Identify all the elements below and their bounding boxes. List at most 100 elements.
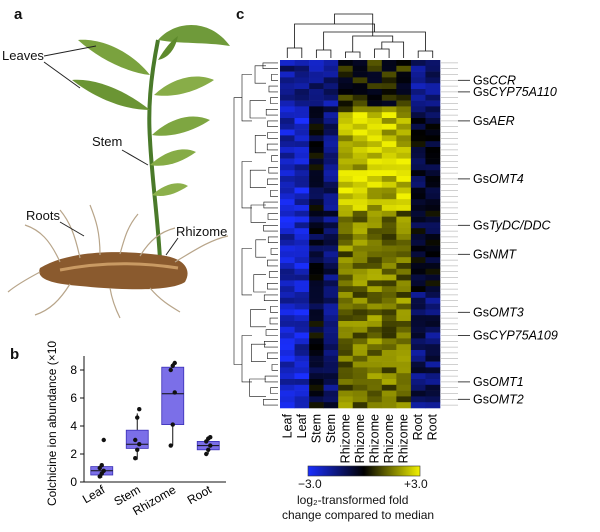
heatmap-cell	[410, 379, 426, 386]
heatmap-cell	[425, 367, 441, 374]
heatmap-cell	[280, 373, 295, 380]
heatmap-cell	[294, 315, 310, 322]
heatmap-cell	[352, 147, 368, 154]
heatmap-cell	[410, 326, 426, 333]
col-dendro-branch	[334, 13, 374, 36]
heatmap-cell	[352, 245, 368, 252]
heatmap-cell	[323, 257, 339, 264]
heatmap-cell	[323, 303, 339, 310]
heatmap-cell	[323, 315, 339, 322]
heatmap-cell	[294, 77, 310, 84]
heatmap-cell	[323, 338, 339, 345]
heatmap-cell	[367, 83, 383, 90]
heatmap-cell	[323, 187, 339, 194]
heatmap-cell	[425, 251, 441, 258]
heatmap-cell	[367, 158, 383, 165]
heatmap-cell	[425, 257, 441, 264]
data-point	[208, 443, 213, 448]
heatmap-cell	[410, 77, 426, 84]
heatmap-cell	[323, 292, 339, 299]
heatmap-cell	[294, 245, 310, 252]
heatmap-cell	[294, 60, 310, 67]
heatmap-cell	[396, 321, 412, 328]
heatmap-cell	[425, 158, 441, 165]
heatmap-cell	[396, 205, 412, 212]
heatmap-cell	[381, 384, 397, 391]
heatmap-cell	[338, 164, 354, 171]
heatmap-cell	[309, 181, 324, 188]
y-axis-label: Colchicine ion abundance (×10⁵)	[45, 340, 59, 506]
heatmap-cell	[410, 89, 426, 96]
heatmap-cell	[381, 94, 397, 101]
heatmap-cell	[410, 187, 426, 194]
heatmap-cell	[309, 176, 324, 183]
data-point	[172, 390, 177, 395]
column-label: Root	[411, 413, 425, 440]
heatmap-cell	[323, 379, 339, 386]
row-dendro-branch	[254, 65, 266, 84]
leaf-6	[150, 149, 196, 166]
heatmap-cell	[381, 176, 397, 183]
heatmap-cell	[352, 222, 368, 229]
heatmap-cell	[280, 83, 295, 90]
heatmap-cell	[425, 71, 441, 78]
heatmap-cell	[425, 94, 441, 101]
heatmap-cell	[396, 199, 412, 206]
heatmap-cell	[309, 326, 324, 333]
heatmap-cell	[396, 402, 412, 409]
heatmap-cell	[425, 315, 441, 322]
data-point	[208, 435, 213, 440]
heatmap-cell	[410, 355, 426, 362]
heatmap-cell	[410, 396, 426, 403]
heatmap-cell	[381, 344, 397, 351]
heatmap-cell	[425, 338, 441, 345]
heatmap-cell	[294, 199, 310, 206]
heatmap-cell	[410, 292, 426, 299]
heatmap-cell	[381, 321, 397, 328]
data-point	[172, 360, 177, 366]
heatmap-cell	[323, 152, 339, 159]
heatmap-cell	[381, 112, 397, 119]
heatmap-cell	[396, 350, 412, 357]
heatmap-cell	[294, 350, 310, 357]
heatmap-cell	[280, 303, 295, 310]
leaf-5	[152, 116, 210, 136]
heatmap-cell	[294, 326, 310, 333]
heatmap-cell	[367, 147, 383, 154]
heatmap-cell	[280, 355, 295, 362]
heatmap-cell	[396, 129, 412, 136]
heatmap-cell	[338, 205, 354, 212]
heatmap-cell	[309, 390, 324, 397]
heatmap-cell	[425, 361, 441, 368]
column-label: Stem	[324, 414, 338, 443]
heatmap-cell	[410, 373, 426, 380]
heatmap-cell	[338, 147, 354, 154]
heatmap-cell	[338, 355, 354, 362]
heatmap-cell	[352, 286, 368, 293]
heatmap-cell	[352, 257, 368, 264]
heatmap-cell	[396, 123, 412, 130]
heatmap-cell	[309, 71, 324, 78]
rhizome-shape	[39, 252, 188, 290]
heatmap-cell	[396, 332, 412, 339]
heatmap-cell	[280, 297, 295, 304]
col-dendro-branch	[417, 50, 434, 58]
heatmap-cell	[280, 396, 295, 403]
heatmap-cell	[352, 292, 368, 299]
row-dendro-branch	[241, 335, 252, 383]
heatmap-cell	[367, 280, 383, 287]
heatmap-cell	[280, 147, 295, 154]
heatmap-cell	[425, 332, 441, 339]
heatmap-cell	[410, 350, 426, 357]
heatmap-cell	[367, 94, 383, 101]
heatmap-cell	[381, 187, 397, 194]
box-rhizome	[161, 360, 185, 448]
heatmap-cell	[352, 135, 368, 142]
heatmap-cell	[338, 303, 354, 310]
heatmap-cell	[309, 222, 324, 229]
heatmap-cell	[280, 268, 295, 275]
heatmap-cell	[367, 118, 383, 125]
heatmap-cell	[323, 129, 339, 136]
heatmap-cell	[367, 210, 383, 217]
data-point	[133, 437, 138, 443]
